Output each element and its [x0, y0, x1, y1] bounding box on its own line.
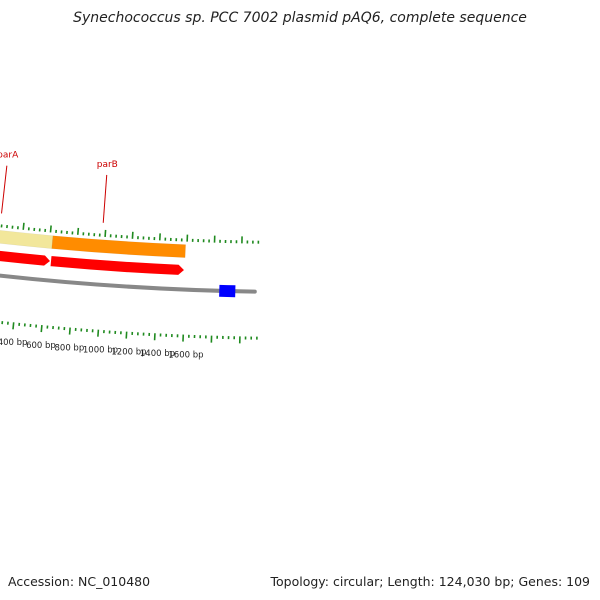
tick-label-1600: 1600 bp	[168, 351, 203, 361]
cds-arrow-1[interactable]	[0, 246, 52, 267]
topology-summary-text: Topology: circular; Length: 124,030 bp; …	[270, 574, 591, 589]
gene-parB[interactable]	[51, 235, 186, 258]
map-title: Synechococcus sp. PCC 7002 plasmid pAQ6,…	[73, 10, 527, 26]
tick-label-1200: 1200 bp	[111, 348, 146, 358]
outer-tick	[49, 225, 52, 233]
tick-label-1400: 1400 bp	[140, 349, 175, 359]
gene-label-parB[interactable]: parB	[97, 160, 118, 170]
outer-tick	[104, 229, 107, 238]
cds-track	[0, 246, 186, 276]
blue-feature[interactable]	[219, 284, 236, 298]
gene-label-leader	[102, 174, 108, 223]
gene-label-leader	[1, 165, 8, 214]
scale-tick	[97, 329, 100, 337]
outer-tick-marks	[0, 222, 260, 244]
outer-tick	[76, 227, 80, 235]
tick-label-1000: 1000 bp	[83, 346, 118, 356]
gene-labels: parA parB	[0, 151, 118, 223]
tick-label-400: 400 bp	[0, 338, 27, 348]
scale-tick	[68, 327, 71, 335]
scale-tick	[40, 324, 43, 333]
tick-label-600: 600 bp	[26, 341, 56, 351]
outer-tick	[22, 222, 25, 230]
cds-arrow-2[interactable]	[49, 255, 186, 276]
scale-tick-marks	[1, 321, 258, 344]
gene-track	[0, 230, 186, 258]
gene-label-parA[interactable]: parA	[0, 151, 19, 161]
other-feature-track	[219, 284, 236, 298]
backbone-line	[0, 273, 257, 294]
accession-text: Accession: NC_010480	[8, 574, 150, 589]
scale-tick	[12, 322, 15, 330]
tick-label-800: 800 bp	[55, 344, 85, 354]
